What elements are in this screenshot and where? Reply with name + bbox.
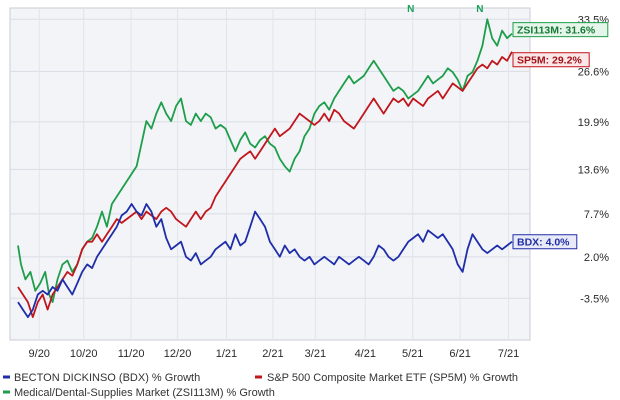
x-axis: 9/20 10/20 11/20 12/20 1/21 2/21 3/21 4/21 5/21 6… — [29, 348, 520, 360]
x-tick-label: 11/20 — [118, 348, 145, 360]
legend-item-bdx: BECTON DICKINSO (BDX) % Growth — [3, 372, 200, 384]
x-tick-label: 2/21 — [262, 348, 283, 360]
y-tick-label: 19.9% — [578, 117, 609, 129]
callout-box-sp5m — [512, 52, 590, 68]
n-marker: N — [476, 4, 483, 15]
x-tick-label: 1/21 — [216, 348, 237, 360]
x-tick-label: 3/21 — [305, 348, 326, 360]
series-line-sp5m — [17, 51, 513, 318]
series-line-zsi113m — [17, 18, 513, 303]
legend: BECTON DICKINSO (BDX) % Growth S&P 500 C… — [3, 372, 518, 399]
y-tick-label: 7.7% — [584, 209, 609, 221]
callout-label-zsi113m: ZSI113M: 31.6% — [517, 25, 596, 37]
series-line-bdx — [17, 203, 513, 318]
y-tick-label: 26.6% — [578, 66, 609, 78]
plot-area — [9, 7, 531, 341]
x-tick-label: 5/21 — [402, 348, 423, 360]
x-tick-label: 9/20 — [29, 348, 50, 360]
x-tick-label: 6/21 — [449, 348, 470, 360]
callout-box-zsi113m — [512, 22, 609, 38]
legend-item-zsi113m: Medical/Dental-Supplies Market (ZSI113M)… — [3, 387, 275, 399]
callout-label-sp5m: SP5M: 29.2% — [517, 55, 582, 67]
legend-item-sp5m: S&P 500 Composite Market ETF (SP5M) % Gr… — [255, 372, 518, 384]
legend-label-bdx: BECTON DICKINSO (BDX) % Growth — [14, 372, 200, 384]
callout-box-bdx — [512, 234, 578, 250]
y-tick-label: 13.6% — [578, 164, 609, 176]
legend-label-zsi113m: Medical/Dental-Supplies Market (ZSI113M)… — [14, 387, 275, 399]
x-tick-label: 10/20 — [70, 348, 98, 360]
x-tick-label: 7/21 — [498, 348, 519, 360]
series-lines — [17, 18, 513, 318]
n-marker: N — [407, 4, 414, 15]
x-tick-label: 4/21 — [355, 348, 376, 360]
legend-label-sp5m: S&P 500 Composite Market ETF (SP5M) % Gr… — [267, 372, 518, 384]
callout-label-bdx: BDX: 4.0% — [517, 237, 570, 249]
x-tick-label: 12/20 — [164, 348, 192, 360]
series-callouts: ZSI113M: 31.6% SP5M: 29.2% BDX: 4.0% — [512, 22, 609, 250]
y-tick-label: -3.5% — [580, 293, 609, 305]
y-tick-label: 2.0% — [584, 252, 609, 264]
y-axis: 33.5%26.6%19.9%13.6%7.7%2.0%-3.5% — [578, 14, 609, 305]
